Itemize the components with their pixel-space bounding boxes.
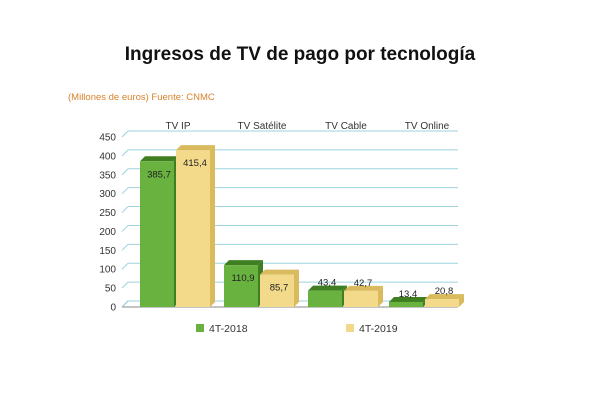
- bar-top: [425, 294, 464, 300]
- data-label: 85,7: [270, 283, 289, 294]
- category-labels: TV IP TV Satélite TV Cable TV Online: [165, 121, 449, 132]
- bar-top: [260, 269, 299, 275]
- data-labels: 385,7 415,4 110,9 85,7 43,4 42,7 13,4 20,8: [147, 158, 453, 300]
- gridline-depth: [121, 300, 129, 308]
- category-label: TV IP: [165, 121, 190, 132]
- bar-2019: [176, 145, 215, 307]
- bar-front: [425, 299, 459, 307]
- y-tick-label: 350: [99, 170, 116, 181]
- gridline-depth: [121, 243, 129, 251]
- bar-side: [210, 145, 215, 307]
- bar-top: [344, 285, 383, 291]
- bars: [140, 145, 464, 307]
- bar-front: [389, 301, 423, 307]
- bar-side: [459, 294, 464, 307]
- y-tick-label: 150: [99, 246, 116, 257]
- gridline-depth: [121, 262, 129, 270]
- y-axis-ticks: 0 50 100 150 200 250 300 350 400 450: [99, 133, 116, 314]
- chart-subtitle: (Millones de euros) Fuente: CNMC: [68, 92, 215, 103]
- bar-top: [140, 156, 179, 162]
- gridline-depth: [121, 130, 129, 138]
- bar-front: [344, 290, 378, 307]
- y-tick-label: 0: [110, 303, 116, 314]
- category-label: TV Cable: [325, 121, 367, 132]
- category-label: TV Online: [405, 121, 450, 132]
- gridline-depth: [121, 206, 129, 213]
- y-tick-label: 300: [99, 189, 116, 200]
- y-tick-label: 200: [99, 227, 116, 238]
- bar-top: [224, 260, 263, 266]
- data-label: 110,9: [231, 273, 254, 284]
- bar-front: [140, 161, 174, 307]
- bar-front: [308, 290, 342, 307]
- bar-front: [224, 265, 258, 307]
- legend: 4T-2018 4T-2019: [196, 323, 398, 335]
- bar-front: [176, 150, 210, 307]
- data-label: 42,7: [354, 278, 373, 289]
- y-tick-label: 450: [99, 133, 116, 144]
- chart-title: Ingresos de TV de pago por tecnología: [124, 44, 476, 65]
- gridline-depth: [121, 168, 129, 176]
- category-label: TV Satélite: [238, 121, 287, 132]
- bar-side: [378, 285, 383, 307]
- bar-2018: [308, 285, 347, 307]
- y-tick-label: 250: [99, 208, 116, 219]
- bar-top: [389, 296, 428, 302]
- bar-top: [176, 145, 215, 151]
- bar-side: [294, 269, 299, 307]
- data-label: 385,7: [147, 169, 171, 180]
- data-label: 20,8: [435, 286, 454, 297]
- gridline-depth: [121, 149, 129, 157]
- gridline-depth: [121, 187, 129, 195]
- bar-2019: [344, 285, 383, 307]
- bar-top: [308, 285, 347, 291]
- data-label: 43,4: [318, 278, 337, 289]
- data-label: 13,4: [399, 289, 418, 300]
- y-tick-label: 100: [99, 265, 116, 276]
- legend-swatch: [196, 324, 204, 332]
- y-tick-label: 50: [105, 284, 117, 295]
- legend-label: 4T-2019: [359, 323, 398, 335]
- bar-2019: [425, 294, 464, 307]
- gridline-depth: [121, 225, 129, 232]
- gridline-depth: [121, 281, 129, 289]
- legend-label: 4T-2018: [209, 323, 248, 335]
- y-tick-label: 400: [99, 151, 116, 162]
- data-label: 415,4: [183, 158, 207, 169]
- bar-front: [260, 274, 294, 307]
- bar-2019: [260, 269, 299, 307]
- legend-swatch: [346, 324, 354, 332]
